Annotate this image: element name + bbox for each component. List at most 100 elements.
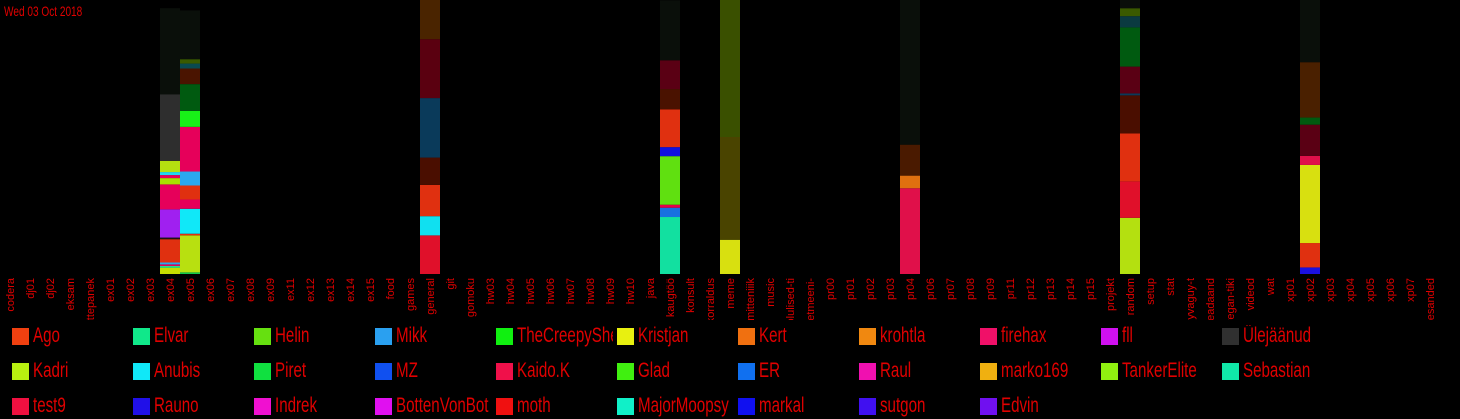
bar-segment-random	[1120, 93, 1140, 96]
legend-swatch	[617, 363, 634, 380]
bar-segment-random	[1120, 133, 1140, 182]
x-tick-label: ülesanded	[1425, 278, 1437, 320]
x-tick-label: xp05	[1365, 278, 1377, 302]
legend-label: Mikk	[396, 325, 428, 347]
x-tick-label: ex08	[245, 278, 257, 302]
legend-label: Indrek	[275, 395, 318, 417]
legend-swatch	[12, 398, 29, 415]
legend-item: Kaido.K	[496, 360, 613, 382]
x-tick-label: hw07	[565, 278, 577, 304]
bar-segment-general	[420, 216, 440, 236]
bar-segment-meme	[720, 239, 740, 274]
legend-swatch	[1101, 363, 1118, 380]
bar-segment-general	[420, 157, 440, 185]
bar-segment-ex04	[160, 239, 180, 263]
legend-label: Edvin	[1001, 395, 1039, 417]
bar-segment-ex04	[160, 266, 180, 268]
x-tick-label: pr11	[1005, 278, 1017, 299]
legend-label: Ago	[33, 325, 60, 347]
legend-swatch	[496, 398, 513, 415]
bar-segment-xp02	[1300, 124, 1320, 156]
legend-label: MZ	[396, 360, 418, 382]
x-tick-label: stat	[1165, 278, 1177, 296]
legend-swatch	[980, 398, 997, 415]
bar-segment-pr04	[900, 144, 920, 176]
x-tick-label: xp06	[1385, 278, 1397, 302]
date-label: Wed 03 Oct 2018	[4, 3, 83, 19]
bar-segment-ex04	[160, 178, 180, 185]
legend-swatch	[254, 363, 271, 380]
bar-segment-kaugtöö	[660, 60, 680, 90]
legend-item: firehax	[980, 325, 1097, 347]
x-tick-label: games	[405, 278, 417, 312]
legend-swatch	[859, 328, 876, 345]
bar-segment-ex05	[180, 208, 200, 234]
x-tick-label: ex05	[185, 278, 197, 302]
bar-segment-ex05	[180, 68, 200, 85]
x-tick-label: kaugtöö	[665, 278, 677, 317]
bar-segment-ex05	[180, 171, 200, 186]
bar-segment-random	[1120, 16, 1140, 28]
legend-item: MZ	[375, 360, 492, 382]
legend-swatch	[12, 363, 29, 380]
x-tick-label: ex14	[345, 278, 357, 302]
legend-label: Glad	[638, 360, 670, 382]
x-tick-label: pr00	[825, 278, 837, 300]
legend-swatch	[375, 328, 392, 345]
legend-item: Rauno	[133, 395, 250, 417]
x-tick-label: hw10	[625, 278, 637, 304]
legend-item: Piret	[254, 360, 371, 382]
x-tick-label: pr01	[845, 278, 857, 300]
legend-swatch	[1222, 363, 1239, 380]
x-tick-label: pr06	[925, 278, 937, 300]
x-tick-label: git	[445, 278, 457, 290]
legend-item: TheCreepySheep	[496, 325, 613, 347]
legend-label: markal	[759, 395, 805, 417]
legend-swatch	[12, 328, 29, 345]
legend-item: Anubis	[133, 360, 250, 382]
legend-label: Rauno	[154, 395, 199, 417]
bar-segment-xp02	[1300, 267, 1320, 274]
legend-item: Edvin	[980, 395, 1097, 417]
legend-swatch	[1222, 328, 1239, 345]
x-tick-label: videod	[1245, 278, 1257, 310]
bar-segment-xp02	[1300, 243, 1320, 268]
x-tick-label: pr12	[1025, 278, 1037, 300]
legend-item: Raul	[859, 360, 976, 382]
bar-segment-general	[420, 39, 440, 99]
x-tick-label: korraldus	[705, 278, 717, 320]
x-tick-label: konsult	[685, 278, 697, 313]
legend-swatch	[980, 363, 997, 380]
bar-segment-kaugtöö	[660, 204, 680, 208]
legend-swatch	[1101, 328, 1118, 345]
bar-segment-kaugtöö	[660, 109, 680, 148]
bar-segment-kaugtöö	[660, 89, 680, 110]
legend-label: Elvar	[154, 325, 189, 347]
legend-swatch	[859, 363, 876, 380]
x-tick-labels: codera dj01 dj02 eksam ettepanek ex01 ex02 ex03…	[5, 277, 1437, 320]
bar-segment-random	[1120, 8, 1140, 17]
legend-item: fll	[1101, 325, 1218, 347]
x-tick-label: java	[645, 277, 657, 299]
legend-swatch	[133, 328, 150, 345]
x-tick-label: dj01	[25, 278, 37, 299]
x-tick-label: ex02	[125, 278, 137, 302]
bar-segment-ex05	[180, 84, 200, 111]
x-tick-label: pr03	[885, 278, 897, 300]
legend-label: Raul	[880, 360, 912, 382]
bar-segment-ex05	[180, 272, 200, 274]
x-tick-label: random	[1125, 278, 1137, 315]
x-tick-label: pr08	[965, 278, 977, 300]
legend-swatch	[496, 363, 513, 380]
bar-segment-ex05	[180, 63, 200, 69]
legend-label: test9	[33, 395, 66, 417]
x-tick-label: xp04	[1345, 278, 1357, 302]
legend-item: moth	[496, 395, 613, 417]
bar-segment-random	[1120, 27, 1140, 67]
bar-segment-meme	[720, 137, 740, 240]
legend-swatch	[617, 328, 634, 345]
legend-item: Glad	[617, 360, 734, 382]
legend-item: markal	[738, 395, 855, 417]
x-tick-label: codera	[5, 277, 17, 312]
legend-label: krohtla	[880, 325, 926, 347]
